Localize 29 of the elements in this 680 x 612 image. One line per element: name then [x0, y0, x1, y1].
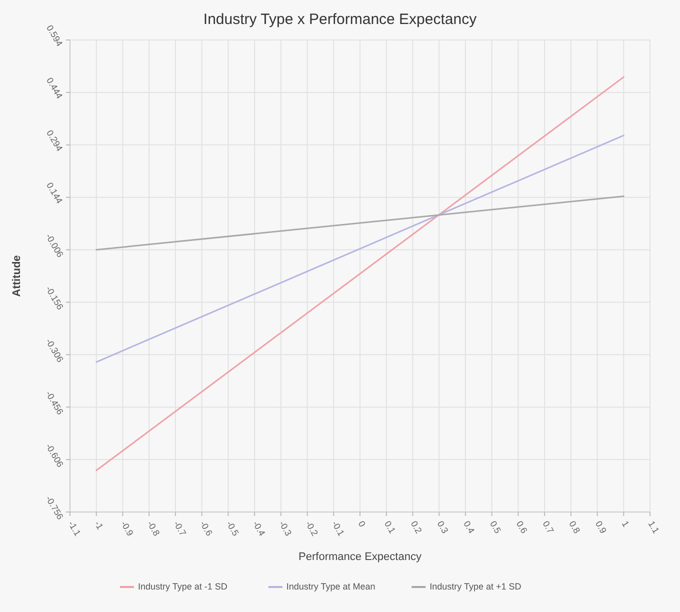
- x-tick-label: 0.3: [435, 519, 450, 536]
- chart-title: Industry Type x Performance Expectancy: [203, 11, 478, 28]
- x-tick-label: 0.9: [593, 519, 608, 536]
- x-tick-label: -0.8: [145, 519, 162, 538]
- legend-label: Industry Type at +1 SD: [430, 581, 522, 592]
- x-tick-label: -0.9: [118, 519, 136, 538]
- legend-label: Industry Type at Mean: [286, 581, 376, 592]
- x-tick-label: 0.2: [408, 519, 424, 536]
- legend-label: Industry Type at -1 SD: [138, 581, 228, 592]
- x-tick-label: 0: [356, 519, 368, 529]
- x-tick-label: 0.1: [382, 519, 398, 536]
- x-tick-label: -1: [92, 519, 106, 532]
- x-tick-label: 1: [620, 519, 632, 529]
- x-tick-label: -0.2: [303, 519, 320, 538]
- x-tick-label: -0.1: [330, 519, 346, 538]
- x-tick-label: 0.7: [540, 519, 556, 536]
- x-tick-label: 0.6: [514, 519, 530, 536]
- x-tick-label: -0.7: [172, 519, 188, 538]
- x-tick-label: -1.1: [66, 519, 83, 538]
- x-tick-label: -0.5: [224, 519, 241, 538]
- x-tick-label: -0.3: [277, 519, 294, 538]
- x-tick-label: 0.4: [462, 519, 477, 536]
- x-tick-label: 0.5: [488, 519, 503, 536]
- x-tick-label: 0.8: [567, 519, 582, 536]
- y-axis-title: Attitude: [11, 255, 23, 297]
- x-tick-label: 1.1: [646, 519, 662, 536]
- x-tick-label: -0.4: [250, 519, 268, 538]
- x-tick-label: -0.6: [198, 519, 214, 538]
- x-axis-title: Performance Expectancy: [298, 551, 422, 563]
